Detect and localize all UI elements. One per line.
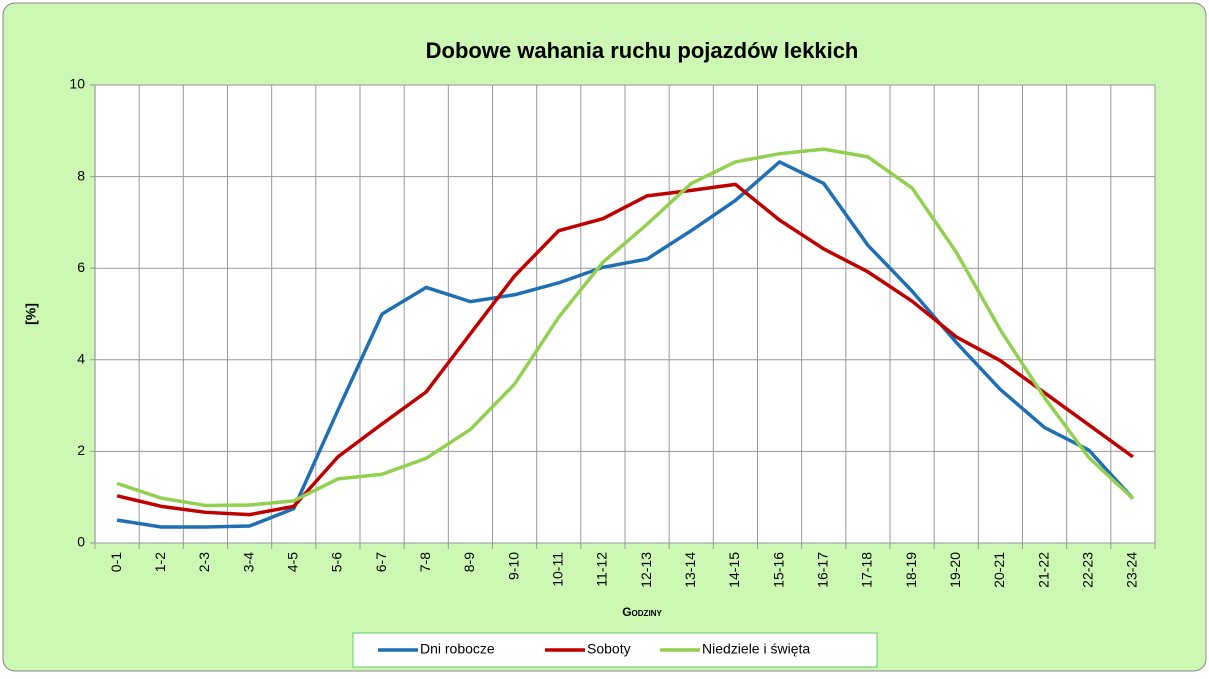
x-axis-label: Godziny [622, 605, 662, 619]
x-tick-label: 3-4 [240, 552, 256, 572]
x-tick-label: 18-19 [903, 552, 919, 588]
x-tick-label: 14-15 [726, 552, 742, 588]
x-tick-label: 2-3 [196, 552, 212, 572]
y-tick-label: 6 [77, 259, 85, 275]
x-tick-label: 23-24 [1124, 552, 1140, 588]
x-tick-label: 8-9 [461, 552, 477, 572]
legend [352, 632, 878, 668]
y-tick-label: 2 [77, 442, 85, 458]
line-series [116, 182, 1134, 517]
x-tick-label: 4-5 [284, 552, 300, 572]
x-tick-label: 16-17 [814, 552, 830, 588]
x-tick-label: 19-20 [947, 552, 963, 588]
x-tick-label: 7-8 [417, 552, 433, 572]
x-tick-label: 15-16 [770, 552, 786, 588]
line-series [116, 147, 1135, 508]
x-tick-label: 21-22 [1035, 552, 1051, 588]
x-tick-label: 17-18 [859, 552, 875, 588]
line-series [116, 160, 1135, 529]
y-tick-label: 0 [77, 534, 85, 550]
x-tick-label: 9-10 [505, 552, 521, 580]
x-tick-label: 11-12 [594, 552, 610, 587]
legend-label: Dni robocze [420, 641, 495, 657]
x-tick-label: 22-23 [1079, 552, 1095, 588]
x-tick-label: 13-14 [682, 552, 698, 588]
x-tick-label: 20-21 [991, 552, 1007, 588]
legend-label: Soboty [587, 641, 631, 657]
y-tick-label: 8 [77, 167, 85, 183]
chart-title: Dobowe wahania ruchu pojazdów lekkich [426, 38, 859, 63]
x-tick-label: 10-11 [549, 552, 565, 587]
x-tick-label: 1-2 [152, 552, 168, 572]
x-tick-label: 0-1 [108, 552, 124, 572]
legend-label: Niedziele i święta [702, 641, 810, 657]
x-tick-label: 12-13 [638, 552, 654, 588]
x-tick-label: 6-7 [373, 552, 389, 572]
y-axis-label: [%] [23, 303, 39, 325]
x-tick-label: 5-6 [329, 552, 345, 572]
y-tick-label: 10 [69, 76, 85, 92]
y-tick-label: 4 [77, 351, 85, 367]
